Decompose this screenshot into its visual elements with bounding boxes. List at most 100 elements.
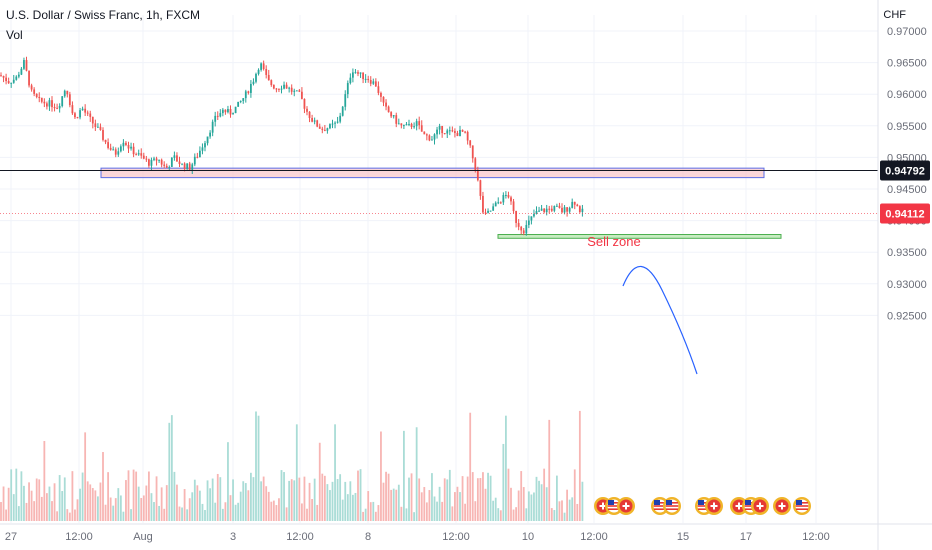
- time-tick-label: 12:00: [580, 531, 608, 543]
- candle-body: [293, 90, 296, 92]
- volume-bar: [285, 507, 288, 521]
- volume-bar: [40, 496, 43, 521]
- candle-body: [326, 128, 329, 131]
- swiss-flag-event-icon[interactable]: [751, 497, 769, 515]
- symbol-title[interactable]: U.S. Dollar / Swiss Franc, 1h, FXCM: [6, 8, 201, 22]
- candle-body: [71, 105, 74, 114]
- volume-bar: [71, 471, 74, 521]
- volume-bar: [357, 470, 359, 521]
- volume-bar: [578, 410, 581, 521]
- candle-body: [125, 142, 127, 145]
- volume-bar: [23, 485, 25, 521]
- candle-body: [423, 131, 426, 135]
- candle-body: [308, 111, 311, 118]
- volume-bar: [7, 487, 10, 521]
- candle-body: [413, 126, 415, 128]
- candle-body: [359, 72, 362, 74]
- volume-bar: [469, 412, 472, 521]
- candle-body: [512, 201, 515, 212]
- volume-bar: [135, 471, 138, 521]
- candle-body: [415, 121, 418, 127]
- price-scale-bg: [878, 0, 932, 550]
- candle-body: [221, 109, 224, 114]
- volume-bar: [56, 511, 58, 521]
- candle-body: [275, 88, 278, 90]
- candlestick-series: [0, 56, 584, 236]
- volume-bar: [76, 499, 79, 521]
- price-scale[interactable]: 0.970000.965000.960000.955000.950000.945…: [877, 0, 932, 550]
- time-tick-label: 12:00: [286, 531, 314, 543]
- volume-bar: [446, 479, 449, 521]
- us-stripe-icon: [698, 508, 710, 510]
- last-price-tag: [880, 203, 930, 224]
- us-flag-event-icon[interactable]: [663, 497, 681, 515]
- candle-body: [334, 122, 336, 124]
- candle-body: [466, 131, 469, 141]
- volume-indicator-label[interactable]: Vol: [6, 28, 23, 42]
- us-stripe-icon: [666, 508, 678, 510]
- volume-bar: [487, 472, 489, 521]
- us-canton-icon: [698, 500, 704, 505]
- candle-body: [10, 82, 13, 84]
- volume-bar: [176, 484, 178, 521]
- candle-body: [494, 202, 497, 207]
- candle-body: [25, 60, 28, 71]
- volume-bar: [20, 471, 23, 521]
- volume-bar: [280, 470, 283, 521]
- candle-body: [405, 124, 408, 126]
- volume-bar: [385, 471, 387, 521]
- volume-bar: [38, 479, 41, 521]
- candle-body: [425, 134, 428, 136]
- candle-body: [459, 129, 461, 137]
- candle-body: [573, 201, 576, 205]
- candle-body: [352, 72, 354, 78]
- swiss-flag-event-icon[interactable]: [705, 497, 723, 515]
- candle-body: [507, 194, 510, 198]
- candle-body: [84, 108, 87, 113]
- volume-bar: [438, 486, 441, 521]
- volume-bar: [451, 506, 454, 521]
- candle-body: [89, 113, 92, 117]
- candle-body: [441, 126, 444, 134]
- us-flag-event-icon[interactable]: [793, 497, 811, 515]
- us-stripe-icon: [654, 508, 666, 510]
- candle-body: [242, 98, 245, 101]
- candle-body: [331, 123, 334, 125]
- volume-bar: [145, 485, 148, 521]
- candle-body: [155, 158, 158, 161]
- swiss-flag-event-icon[interactable]: [617, 497, 635, 515]
- candle-body: [267, 74, 270, 81]
- candle-body: [58, 105, 61, 109]
- us-canton-icon: [745, 500, 751, 505]
- volume-bar: [272, 500, 275, 521]
- candle-body: [474, 158, 477, 170]
- volume-bar: [114, 498, 117, 521]
- candle-body: [448, 130, 451, 132]
- volume-bar: [464, 503, 466, 521]
- volume-bar: [581, 481, 584, 521]
- volume-bar: [522, 487, 525, 521]
- candle-body: [553, 206, 556, 211]
- candle-body: [86, 112, 89, 114]
- volume-bar: [265, 486, 268, 521]
- swiss-flag-event-icon[interactable]: [773, 497, 791, 515]
- volume-bar: [527, 491, 530, 521]
- time-tick-label: 12:00: [442, 531, 470, 543]
- time-tick-label: 15: [677, 531, 689, 543]
- candle-body: [487, 210, 489, 213]
- time-scale[interactable]: 27 12:00 Aug 3 12:00 8 12:00 10 12:00 15 17 12:00: [0, 523, 932, 543]
- candle-body: [191, 164, 194, 170]
- candle-body: [313, 120, 316, 122]
- volume-bar: [359, 469, 362, 521]
- volume-bar: [448, 469, 451, 521]
- volume-bar: [107, 472, 109, 521]
- candle-body: [367, 78, 370, 81]
- candle-body: [181, 163, 183, 165]
- price-tick-label: 0.97000: [887, 26, 927, 38]
- candle-body: [53, 107, 56, 109]
- time-tick-label: Aug: [133, 531, 153, 543]
- candle-body: [471, 145, 474, 159]
- volume-bar: [2, 486, 5, 521]
- economic-events[interactable]: [594, 497, 811, 515]
